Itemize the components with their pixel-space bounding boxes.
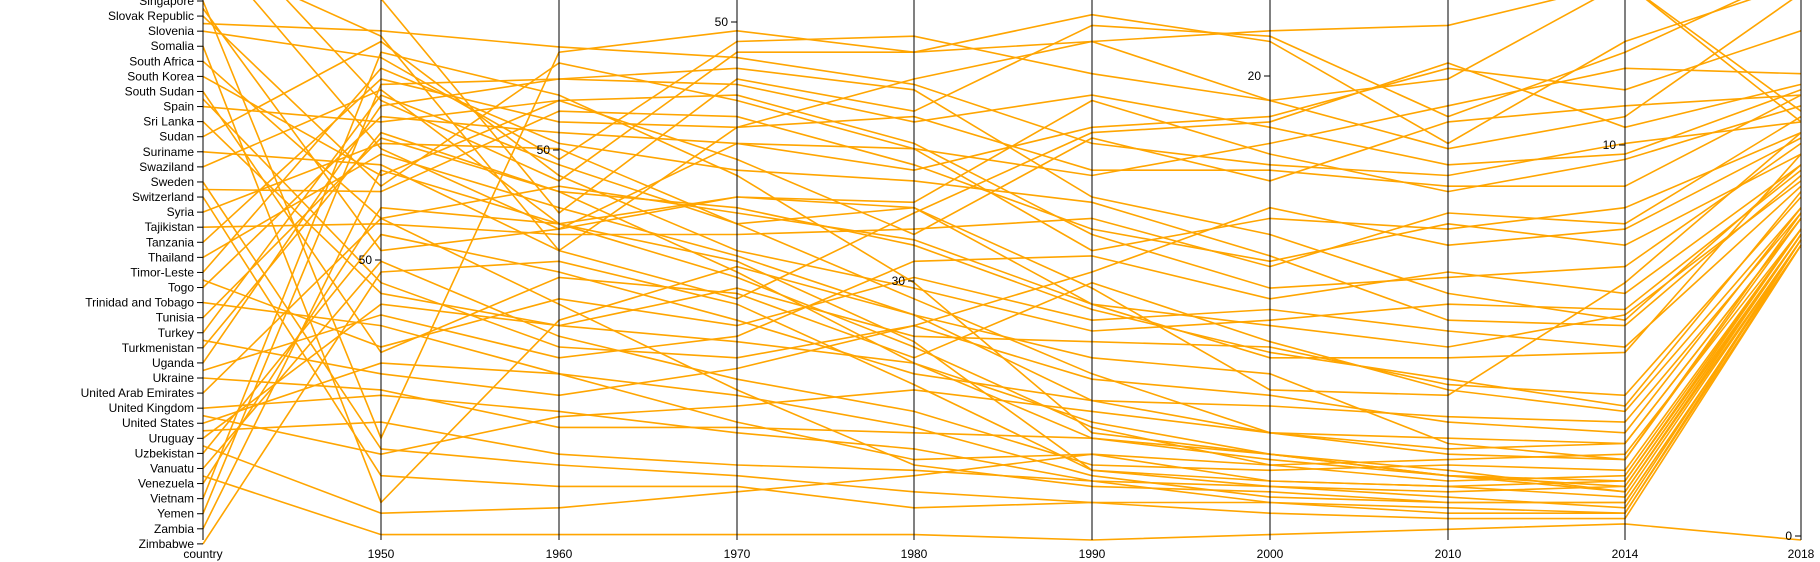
- series-line: [202, 212, 1802, 454]
- country-label: South Sudan: [125, 84, 194, 98]
- country-label: Swaziland: [139, 160, 194, 174]
- country-label: Uruguay: [149, 431, 194, 445]
- series-line: [202, 15, 1802, 252]
- country-label: Venezuela: [138, 477, 194, 491]
- axis-title: 1980: [901, 547, 928, 561]
- series-line: [202, 75, 1802, 236]
- country-label: Zimbabwe: [139, 537, 195, 551]
- tick-label: 50: [537, 143, 551, 157]
- country-label: South Korea: [127, 69, 194, 83]
- axis-title: 2000: [1257, 547, 1284, 561]
- axis-title: 2010: [1435, 547, 1462, 561]
- axis-title: country: [183, 547, 222, 561]
- series-line: [202, 239, 1802, 545]
- series-line: [202, 181, 1802, 515]
- series-line: [202, 206, 1802, 485]
- country-label: Timor-Leste: [130, 265, 194, 279]
- country-label: Slovak Republic: [108, 9, 194, 23]
- country-label: Switzerland: [132, 190, 194, 204]
- series-line: [202, 169, 1802, 530]
- axis-title: 1960: [546, 547, 573, 561]
- series-line: [202, 196, 1802, 520]
- tick-label: 10: [1603, 138, 1617, 152]
- series-line: [202, 67, 1802, 289]
- series-line: [202, 185, 1802, 348]
- series-line: [202, 88, 1802, 225]
- series-line: [202, 475, 1802, 541]
- country-label: Tunisia: [156, 311, 195, 325]
- axis-title: 2018: [1788, 547, 1815, 561]
- series-line: [298, 0, 1793, 252]
- country-label: Slovenia: [148, 24, 194, 38]
- country-label: Spain: [163, 100, 194, 114]
- series-line: [202, 121, 1802, 397]
- series-line: [202, 94, 1802, 289]
- country-label: Thailand: [148, 250, 194, 264]
- series-line: [202, 0, 1802, 441]
- series-line: [202, 67, 1802, 327]
- country-label: Trinidad and Tobago: [85, 296, 194, 310]
- country-label: Togo: [168, 281, 194, 295]
- country-label: Sweden: [151, 175, 194, 189]
- country-label: South Africa: [129, 54, 194, 68]
- country-label: Uzbekistan: [135, 446, 194, 460]
- series-line: [202, 228, 1802, 472]
- country-label: Uganda: [152, 356, 194, 370]
- country-label: Somalia: [151, 39, 195, 53]
- series-line: [202, 110, 1802, 263]
- country-label: Suriname: [143, 145, 195, 159]
- country-label: Turkmenistan: [122, 341, 194, 355]
- series-line: [202, 131, 1802, 407]
- series-line: [202, 164, 1802, 372]
- country-label: Syria: [167, 205, 195, 219]
- series-line: [202, 91, 1802, 413]
- country-label: Tajikistan: [145, 220, 194, 234]
- country-label: United States: [122, 416, 194, 430]
- series-line: [202, 8, 1802, 348]
- series-line: [202, 217, 1802, 456]
- series-lines: [202, 0, 1802, 545]
- series-line: [202, 244, 1802, 504]
- country-label: United Arab Emirates: [81, 386, 194, 400]
- axis-title: 2014: [1612, 547, 1639, 561]
- tick-label: 30: [892, 274, 906, 288]
- country-label: Yemen: [157, 507, 194, 521]
- country-label: Singapore: [139, 0, 194, 8]
- series-line: [202, 94, 1802, 461]
- tick-label: 50: [359, 253, 373, 267]
- tick-label: 0: [1785, 529, 1792, 543]
- tick-label: 50: [715, 15, 729, 29]
- series-line: [202, 22, 1802, 177]
- country-label: Turkey: [158, 326, 194, 340]
- series-line: [202, 234, 1802, 493]
- series-line: [202, 115, 1802, 268]
- country-label: Sri Lanka: [143, 115, 194, 129]
- series-line: [202, 60, 1802, 359]
- country-label: Ukraine: [153, 371, 195, 385]
- country-label: Vietnam: [150, 492, 194, 506]
- axis-title: 1970: [724, 547, 751, 561]
- series-line: [252, 0, 1802, 230]
- series-line: [202, 98, 1802, 359]
- series-line: [202, 207, 1802, 434]
- tick-label: 20: [1248, 69, 1262, 83]
- series-line: [202, 62, 1802, 300]
- series-line: [202, 228, 1802, 515]
- country-label: Sudan: [159, 130, 194, 144]
- series-line: [381, 0, 1742, 215]
- axes: country 1950 50 1960 50 1970 50 1980 30 1990 2000 2…: [183, 0, 1815, 561]
- axis-title: 1990: [1079, 547, 1106, 561]
- country-label: Zambia: [154, 522, 194, 536]
- country-label: Vanuatu: [150, 461, 194, 475]
- series-line: [202, 217, 1802, 504]
- series-line: [202, 67, 1802, 515]
- country-label: United Kingdom: [109, 401, 194, 415]
- axis-title: 1950: [368, 547, 395, 561]
- series-line: [285, 0, 1752, 182]
- country-label: Tanzania: [146, 235, 194, 249]
